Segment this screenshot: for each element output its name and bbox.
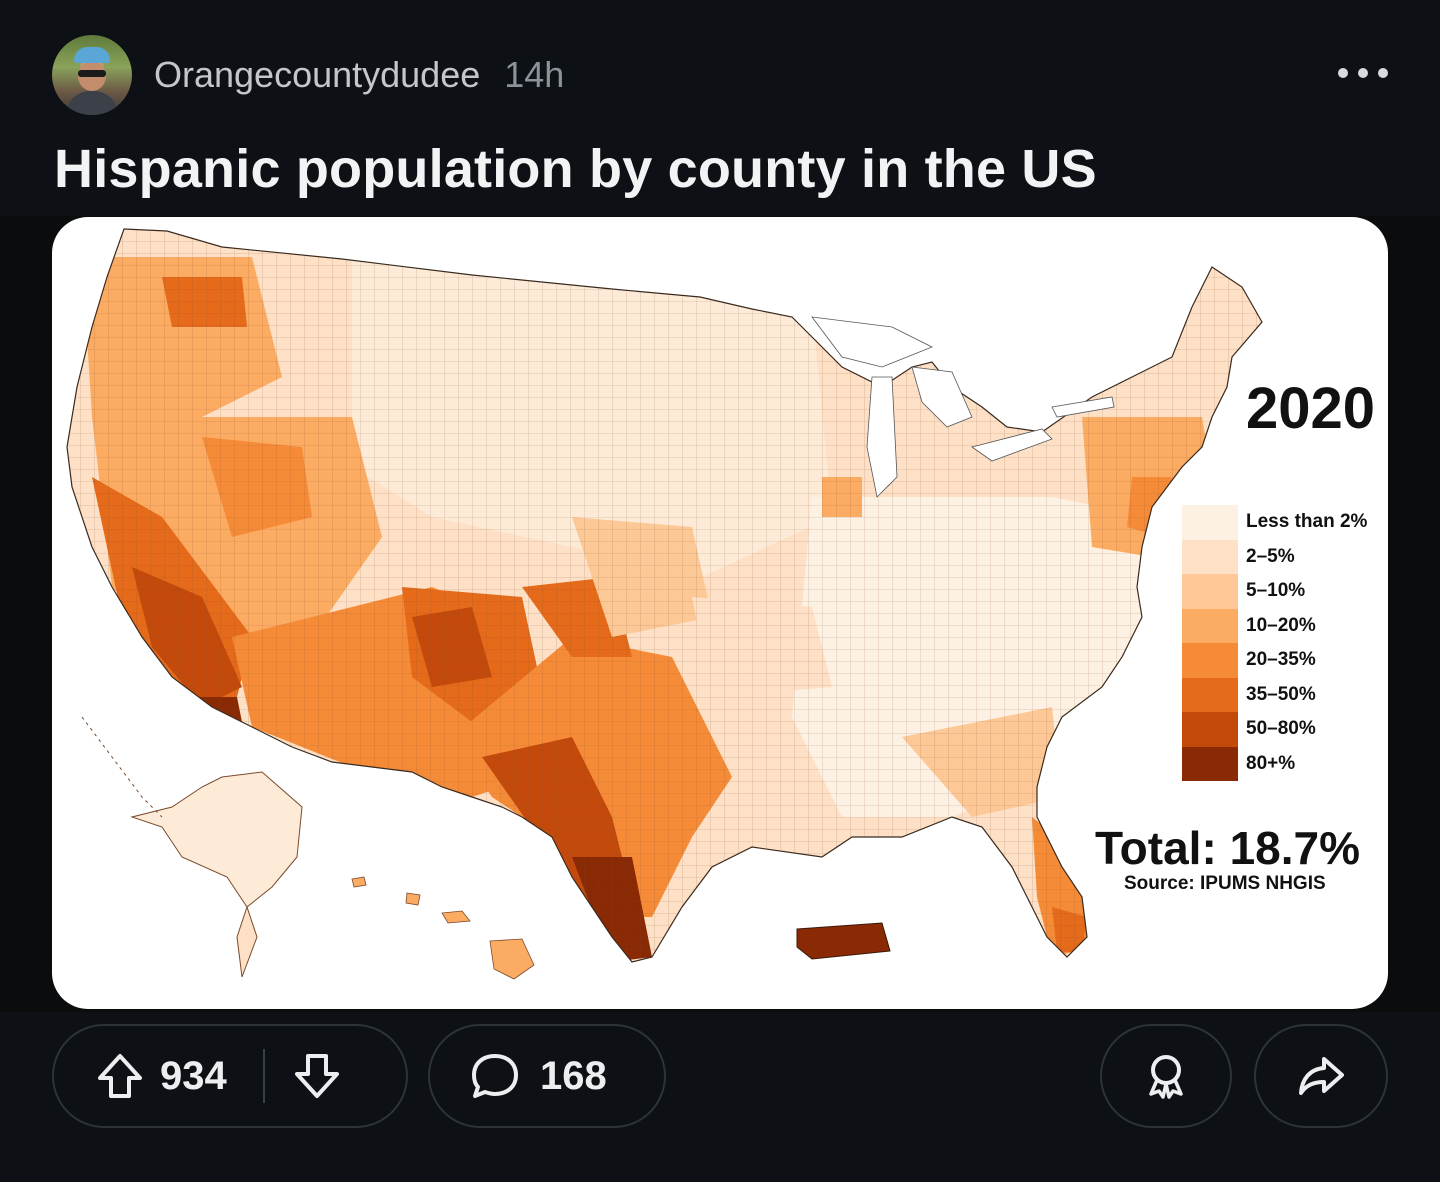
share-arrow-icon [1294,1049,1348,1103]
legend-swatch [1182,643,1238,678]
legend-label: 5–10% [1246,580,1306,602]
puerto-rico [796,922,891,960]
arrow-up-icon[interactable] [94,1050,146,1102]
action-bar: 934 168 [52,1024,1388,1130]
legend-swatch [1182,608,1238,643]
legend-swatch [1182,574,1238,609]
vote-control: 934 [52,1024,408,1128]
us-county-map [66,228,1263,980]
legend-item: 10–20% [1182,608,1367,643]
legend-item: 50–80% [1182,712,1367,747]
ellipsis-icon [1338,68,1348,78]
legend-label: 50–80% [1246,718,1316,740]
share-button[interactable] [1254,1024,1388,1128]
legend-swatch [1182,539,1238,574]
legend-item: 35–50% [1182,677,1367,712]
speech-bubble-icon [468,1049,522,1103]
post-title[interactable]: Hispanic population by county in the US [54,139,1097,199]
more-options-button[interactable] [1338,58,1388,88]
legend-item: 80+% [1182,746,1367,781]
legend-item: 2–5% [1182,539,1367,574]
total-percentage: Total: 18.7% [1095,822,1360,874]
legend-label: 35–50% [1246,683,1316,705]
legend-swatch [1182,712,1238,747]
post-header: Orangecountydudee 14h [52,34,1388,116]
legend-swatch [1182,677,1238,712]
legend-label: 2–5% [1246,545,1295,567]
legend-label: 80+% [1246,752,1296,774]
comment-count: 168 [540,1053,607,1098]
legend-item: Less than 2% [1182,505,1367,540]
award-ribbon-icon [1140,1050,1192,1102]
award-button[interactable] [1100,1024,1232,1128]
legend-label: Less than 2% [1246,511,1368,533]
upvote-count: 934 [160,1053,227,1098]
username[interactable]: Orangecountydudee [154,54,481,95]
map-year: 2020 [1246,376,1376,441]
legend-item: 5–10% [1182,574,1367,609]
alaska [81,716,303,978]
comments-button[interactable]: 168 [428,1024,666,1128]
legend-swatch [1182,505,1238,540]
legend-label: 20–35% [1246,649,1316,671]
map-legend: Less than 2% 2–5% 5–10% 10–20% 20–35% 35… [1182,505,1367,781]
arrow-down-icon[interactable] [291,1050,343,1102]
legend-item: 20–35% [1182,643,1367,678]
post-time: 14h [504,54,565,95]
legend-label: 10–20% [1246,614,1316,636]
avatar[interactable] [52,35,132,115]
hawaii [351,876,535,980]
map-source: Source: IPUMS NHGIS [1124,873,1326,894]
vote-divider [262,1049,265,1103]
map-image[interactable]: 2020 Less than 2% 2–5% 5–10% 10–20% 20–3… [52,217,1388,1009]
legend-swatch [1182,746,1238,781]
great-lakes [811,316,1115,498]
